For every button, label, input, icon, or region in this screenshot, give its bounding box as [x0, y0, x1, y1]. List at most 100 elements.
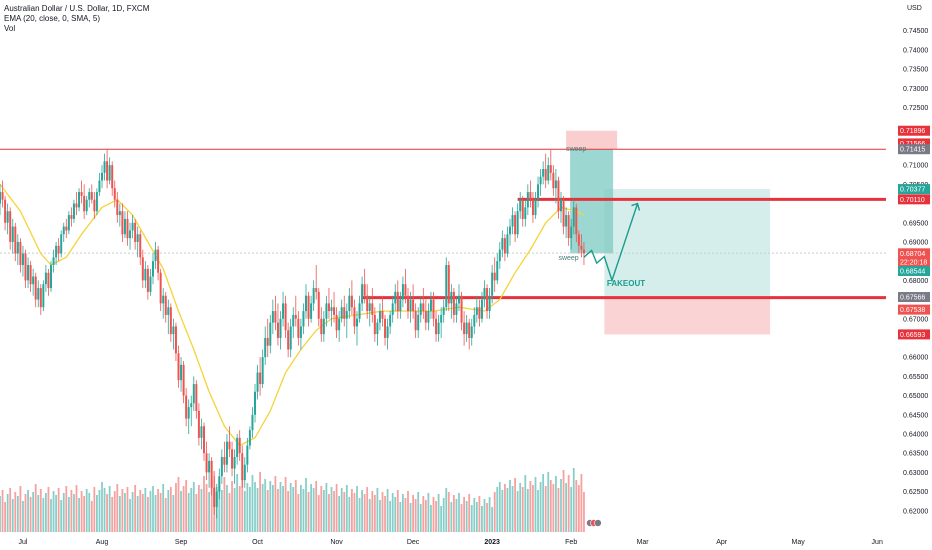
- volume-bar: [516, 491, 519, 532]
- volume-bar: [106, 494, 108, 532]
- candle-body: [190, 403, 193, 408]
- volume-bar: [450, 502, 453, 532]
- projection-path: [583, 203, 639, 283]
- volume-bar: [98, 490, 101, 532]
- price-label-box: [898, 265, 930, 276]
- candle-body: [0, 192, 1, 204]
- candle-body: [335, 314, 338, 331]
- volume-bar: [167, 490, 170, 532]
- volume-bar: [134, 485, 137, 532]
- volume-bar: [376, 488, 379, 532]
- candle-body: [401, 284, 404, 300]
- volume-bar: [287, 491, 290, 532]
- volume-bar: [111, 497, 114, 532]
- candle-body: [381, 311, 384, 319]
- candle-body: [524, 207, 527, 219]
- candle-body: [52, 257, 55, 265]
- volume-bar: [555, 476, 557, 532]
- volume-bar: [432, 497, 435, 532]
- candle-body: [27, 265, 30, 281]
- candle-body: [366, 295, 369, 312]
- volume-bar: [198, 485, 200, 532]
- volume-bar: [343, 492, 346, 532]
- volume-bar: [121, 489, 124, 532]
- candle-body: [353, 307, 356, 327]
- volume-bar: [386, 489, 389, 532]
- candle-body: [542, 168, 545, 177]
- volume-bar: [442, 498, 445, 532]
- candle-body: [11, 226, 14, 242]
- candle-body: [562, 199, 565, 227]
- event-icon[interactable]: [594, 519, 602, 527]
- candle-body: [154, 249, 157, 262]
- candle-body: [582, 249, 585, 254]
- volume-bar: [223, 477, 226, 532]
- volume-bar: [514, 478, 516, 532]
- candle-body: [493, 272, 496, 281]
- volume-bar: [328, 494, 330, 532]
- candle-body: [88, 192, 91, 200]
- y-tick-label: 0.73500: [903, 67, 928, 74]
- candle-body: [531, 199, 534, 216]
- volume-bar: [289, 483, 292, 532]
- candle-body: [197, 410, 200, 438]
- volume-bar: [205, 484, 208, 532]
- candle-body: [488, 295, 491, 312]
- volume-bar: [422, 496, 425, 532]
- sweep-reward-box: [570, 149, 614, 254]
- x-tick-label: Dec: [407, 539, 420, 546]
- candle-body: [322, 318, 325, 335]
- x-tick-label: Feb: [565, 539, 577, 546]
- candle-body: [417, 314, 420, 331]
- volume-bar: [322, 490, 325, 532]
- volume-bar: [366, 487, 369, 532]
- candle-body: [468, 322, 471, 338]
- candle-body: [274, 311, 277, 323]
- candle-body: [6, 211, 9, 223]
- candle-body: [243, 464, 246, 481]
- candle-body: [19, 241, 22, 265]
- annotation-label: FAKEOUT: [607, 279, 645, 288]
- volume-bar: [131, 492, 134, 532]
- sweep-risk-box: [566, 130, 618, 150]
- candle-body: [491, 272, 494, 296]
- candle-body: [368, 303, 371, 312]
- volume-bar: [228, 493, 231, 532]
- candle-body: [213, 487, 216, 507]
- candle-body: [264, 337, 267, 358]
- candle-body: [422, 303, 425, 312]
- candle-body: [572, 207, 575, 227]
- candle-body: [297, 318, 300, 338]
- ema-line: [0, 183, 585, 447]
- ema-indicator-label: EMA (20, close, 0, SMA, 5): [4, 14, 101, 23]
- volume-bar: [557, 488, 560, 532]
- price-label: 22:20:18: [900, 260, 927, 267]
- candle-body: [356, 318, 358, 327]
- volume-bar: [312, 488, 315, 532]
- volume-bar: [34, 484, 37, 532]
- volume-bar: [70, 490, 73, 532]
- volume-bar: [534, 477, 537, 532]
- candle-body: [90, 192, 93, 200]
- volume-bar: [177, 477, 180, 532]
- candle-body: [575, 207, 578, 235]
- candle-body: [126, 218, 129, 239]
- candle-body: [557, 180, 560, 212]
- volume-bar: [384, 496, 386, 532]
- volume-bar: [57, 488, 60, 532]
- candle-body: [391, 303, 394, 315]
- price-label: 0.71415: [900, 147, 925, 154]
- candle-body: [62, 226, 65, 235]
- candle-body: [67, 215, 70, 231]
- volume-bar: [4, 502, 6, 532]
- candle-body: [343, 307, 346, 319]
- volume-bar: [241, 479, 244, 532]
- volume-bar: [14, 492, 17, 532]
- x-tick-label: Apr: [716, 539, 728, 546]
- volume-bar: [373, 495, 376, 532]
- volume-bar: [567, 475, 570, 532]
- volume-bar: [511, 486, 514, 532]
- volume-bar: [455, 499, 458, 532]
- candle-body: [503, 238, 506, 254]
